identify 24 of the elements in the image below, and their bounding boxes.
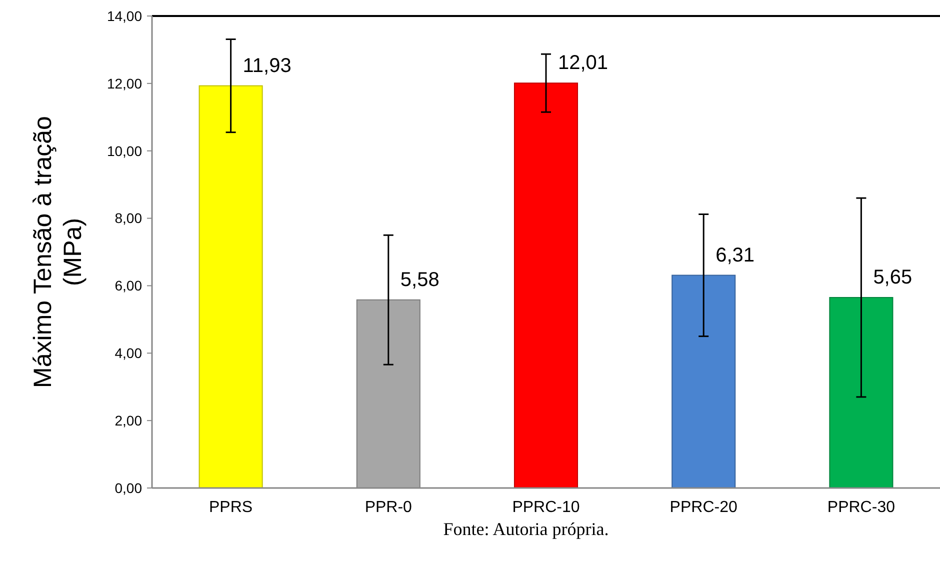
y-tick-label: 0,00 bbox=[114, 480, 142, 496]
x-tick-label: PPRC-20 bbox=[670, 499, 738, 516]
y-tick-label: 14,00 bbox=[106, 8, 142, 24]
data-label: 5,65 bbox=[873, 266, 912, 289]
y-tick-label: 12,00 bbox=[106, 75, 142, 92]
bar bbox=[829, 297, 894, 488]
y-tick-label: 2,00 bbox=[114, 412, 142, 428]
x-tick-label: PPRC-30 bbox=[827, 499, 896, 516]
source-note: Fonte: Autoria própria. bbox=[443, 519, 609, 539]
y-axis-title: Máximo Tensão à tração (MPa) bbox=[29, 116, 87, 388]
y-tick-label: 8,00 bbox=[114, 210, 142, 226]
data-label: 11,93 bbox=[242, 54, 292, 77]
data-label: 5,58 bbox=[400, 268, 440, 291]
x-tick-label: PPR-0 bbox=[364, 499, 412, 516]
bar bbox=[514, 82, 578, 488]
data-label: 6,31 bbox=[716, 244, 755, 266]
y-tick-label: 4,00 bbox=[114, 345, 142, 362]
bar bbox=[672, 274, 736, 488]
data-label: 12,01 bbox=[558, 52, 608, 74]
x-tick-label: PPRS bbox=[209, 499, 253, 516]
y-tick-label: 6,00 bbox=[114, 278, 142, 294]
bar bbox=[198, 85, 263, 488]
y-tick-label: 10,00 bbox=[106, 142, 142, 159]
x-tick-label: PPRC-10 bbox=[512, 499, 580, 516]
